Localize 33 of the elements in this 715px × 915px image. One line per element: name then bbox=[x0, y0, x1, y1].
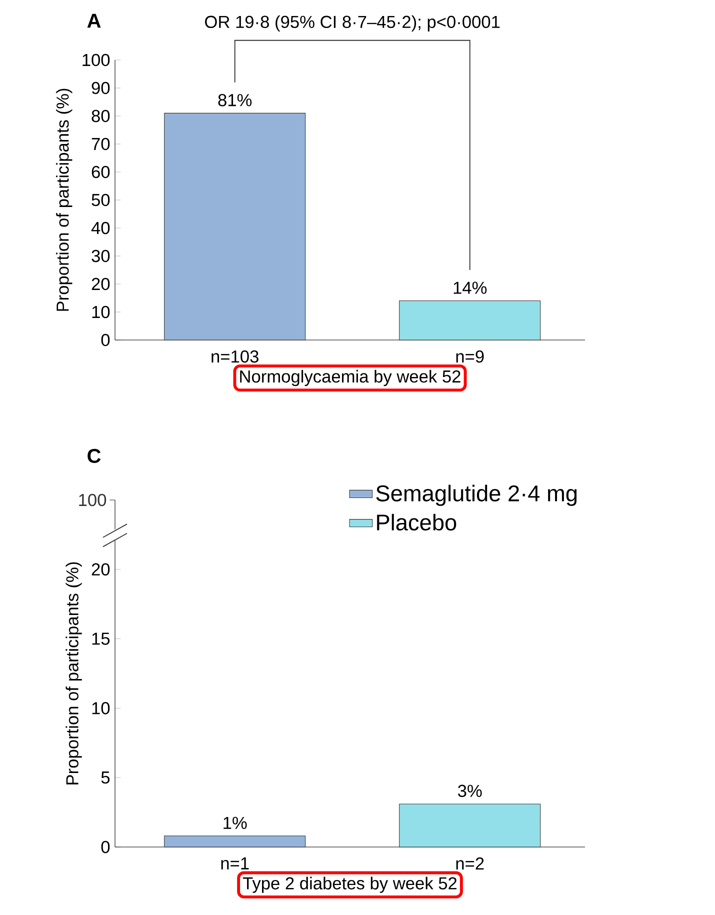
legend-label: Placebo bbox=[377, 514, 456, 531]
x-axis-title: Normoglycaemia by week 52 bbox=[240, 370, 460, 386]
y-axis-title: Proportion of participants (%) bbox=[66, 562, 82, 784]
y-tick-label: 50 bbox=[92, 194, 110, 206]
y-tick-label: 40 bbox=[91, 222, 110, 234]
x-tick-label: n=1 bbox=[221, 857, 249, 870]
y-tick-label: 30 bbox=[92, 250, 110, 262]
chart-title: A bbox=[87, 14, 101, 28]
y-tick-label: 10 bbox=[92, 306, 110, 318]
text: OR 19·8 (95% CI 8·7–45·2); p<0·0001 bbox=[205, 15, 500, 32]
x-tick-label: n=2 bbox=[456, 857, 484, 870]
data-label: 3% bbox=[458, 784, 482, 798]
y-tick-label: 5 bbox=[101, 772, 110, 784]
data-label: 14% bbox=[454, 282, 487, 294]
y-tick-label: 70 bbox=[92, 138, 110, 150]
y-tick-label: 20 bbox=[92, 563, 110, 576]
x-tick-label: n=103 bbox=[212, 350, 258, 363]
y-tick-label: 90 bbox=[92, 82, 110, 94]
y-tick-label: 20 bbox=[92, 278, 110, 290]
x-tick-label: n=9 bbox=[456, 350, 484, 363]
y-tick-label: 60 bbox=[92, 166, 110, 178]
y-tick-label: 10 bbox=[92, 702, 110, 714]
chart-title: C bbox=[88, 448, 101, 463]
legend-label: Semaglutide 2·4 mg bbox=[376, 484, 577, 506]
data-label: 1% bbox=[224, 816, 247, 829]
y-tick-label: 100 bbox=[82, 54, 110, 66]
y-tick-label: 0 bbox=[101, 334, 110, 346]
x-axis-title: Type 2 diabetes by week 52 bbox=[242, 876, 457, 893]
data-label: 81% bbox=[218, 94, 252, 106]
y-tick-label: 15 bbox=[92, 632, 110, 645]
y-tick-label: 80 bbox=[92, 110, 110, 122]
y-axis-title: Proportion of participants (%) bbox=[56, 88, 72, 311]
y-tick-label: 0 bbox=[101, 840, 110, 854]
